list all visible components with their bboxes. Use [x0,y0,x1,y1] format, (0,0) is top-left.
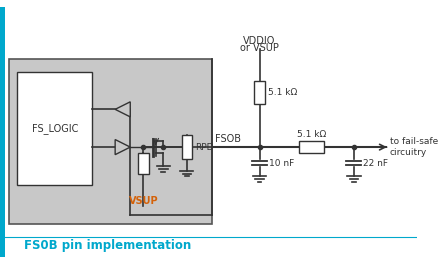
Text: to fail-safe
circuitry: to fail-safe circuitry [390,137,438,157]
Text: 22 nF: 22 nF [363,159,389,168]
Text: VDDIO: VDDIO [244,36,276,46]
Text: or VSUP: or VSUP [240,43,279,53]
Bar [0,7,5,257]
Bar [299,142,324,153]
Polygon shape [115,102,130,117]
Text: FSOB: FSOB [215,134,241,144]
Bar [182,135,192,159]
Text: RPD: RPD [195,143,213,152]
Text: 5.1 kΩ: 5.1 kΩ [267,88,297,97]
Text: FS_LOGIC: FS_LOGIC [31,123,78,134]
Polygon shape [115,140,130,155]
Bar [138,153,149,173]
Text: VSUP: VSUP [129,196,158,206]
Bar [17,72,92,185]
Text: 5.1 kΩ: 5.1 kΩ [297,130,326,139]
Bar [254,81,265,104]
Bar [9,59,212,224]
Text: FS0B pin implementation: FS0B pin implementation [23,239,191,252]
Text: 10 nF: 10 nF [269,159,294,168]
